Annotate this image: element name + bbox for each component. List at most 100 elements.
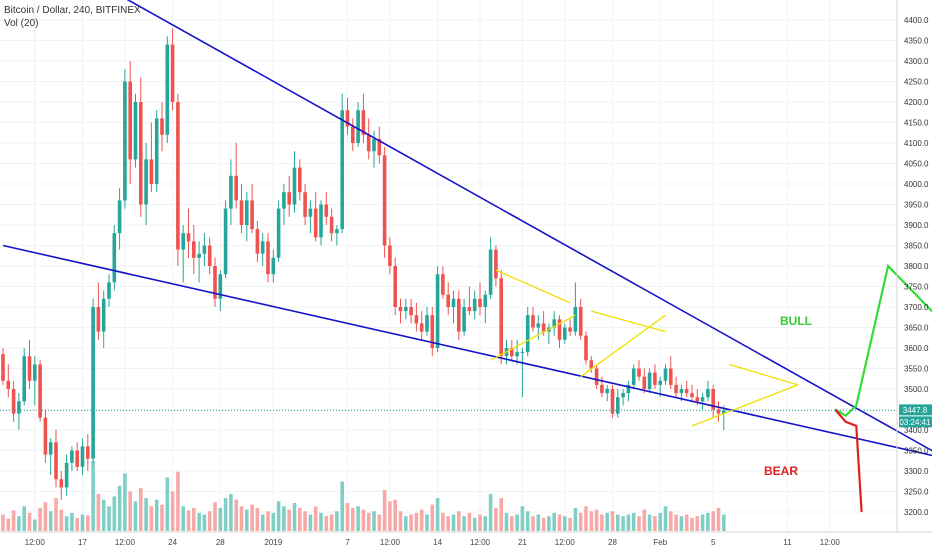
volume-bar [160,504,164,531]
candle-body [313,208,318,238]
triangle-3-line [691,384,799,427]
volume-bar [457,511,461,531]
candle-body [64,462,69,488]
bear-annotation: BEAR [764,464,798,478]
candle-body [525,315,530,353]
volume-indicator-label[interactable]: Vol (20) [4,18,39,29]
volume-bar [605,512,609,531]
candle-body [133,102,138,160]
volume-bar [170,491,175,531]
x-tick-label: 17 [78,538,87,547]
volume-bar [573,507,578,531]
candle-body [552,319,556,328]
candle-body [54,442,58,480]
y-tick-label: 3400.0 [904,426,929,435]
candle-body [345,110,350,127]
symbol-title[interactable]: Bitcoin / Dollar, 240, BITFINEX [4,5,141,16]
volume-bar [91,461,95,531]
y-tick-label: 4250.0 [904,78,929,87]
volume-bar [616,514,620,531]
candle-body [11,389,16,414]
volume-bar [419,509,424,531]
volume-bar [600,514,604,531]
candle-body [33,364,37,381]
x-tick-label: 12:00 [555,538,576,547]
volume-bar [33,519,37,531]
candle-body [531,315,535,328]
volume-bar [38,507,42,531]
candle-body [488,249,493,295]
candle-body [451,298,456,307]
volume-bar [64,516,69,531]
y-tick-label: 3350.0 [904,447,929,456]
volume-bar [271,512,276,531]
y-tick-label: 3800.0 [904,262,929,271]
volume-bar [276,501,281,531]
candle-body [616,397,620,414]
volume-bar [653,516,657,531]
volume-bar [239,506,244,531]
descending-resistance-line [126,0,932,452]
candle-body [557,319,562,340]
volume-bar [578,512,583,531]
candle-body [658,380,662,385]
candle-body [568,327,572,332]
volume-bar [472,517,477,531]
candle-body [324,204,329,217]
candle-body [626,384,631,394]
candle-body [674,384,678,394]
volume-bar [356,506,360,531]
volume-bar [207,511,212,531]
volume-bar [128,491,132,531]
bull-projection-path [834,263,932,418]
candle-body [86,446,90,459]
volume-bar [695,516,700,531]
candle-body [663,368,668,381]
volume-bar [213,502,217,531]
volume-bar [409,514,413,531]
y-tick-label: 4400.0 [904,16,929,25]
time-axis[interactable]: 12:00 17 12:00 24 28 2019 7 12:00 14 12:00 21 12:00… [25,538,841,547]
volume-bar [626,514,631,531]
volume-bar [488,493,493,531]
volume-bar [234,499,238,531]
volume-bar [229,493,233,531]
volume-bar [351,507,355,531]
x-tick-label: 5 [711,538,716,547]
volume-bar [48,511,53,531]
volume-bar [308,514,313,531]
candle-body [425,315,429,332]
candle-body [276,208,281,258]
x-tick-label: 14 [433,538,442,547]
volume-bar [525,511,530,531]
candle-body [38,364,42,418]
candle-body [515,352,519,357]
volume-bar [722,514,726,531]
volume-bar [266,511,270,531]
candle-body [165,44,170,135]
volume-bar [393,499,397,531]
volume-bar [398,511,403,531]
candle-body [695,397,700,402]
volume-bar [75,517,79,531]
volume-bar [366,512,371,531]
volume-bar [446,516,450,531]
candle-body [319,204,323,238]
candle-body [467,307,472,312]
volume-bar [218,507,223,531]
volume-bar [674,514,678,531]
x-tick-label: 2019 [264,538,282,547]
volume-bar [133,501,138,531]
volume-bar [303,511,307,531]
volume-bar [361,509,366,531]
chart-grid [0,0,897,532]
volume-bar [181,506,185,531]
current-price-label: 3447.8 [903,406,928,415]
candle-body [59,479,64,488]
candle-body [462,307,466,332]
volume-bar [340,481,344,531]
y-tick-label: 3650.0 [904,324,929,333]
candle-body [229,175,233,209]
y-tick-label: 3950.0 [904,201,929,210]
